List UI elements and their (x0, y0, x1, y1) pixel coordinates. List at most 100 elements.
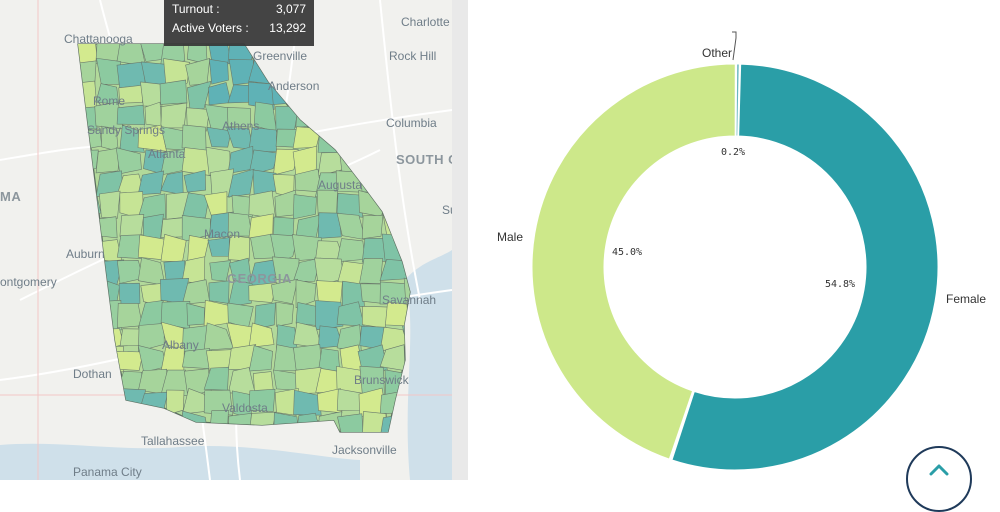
county-polygon[interactable] (227, 107, 252, 128)
donut-slice-other[interactable] (735, 63, 740, 137)
county-polygon[interactable] (336, 238, 366, 263)
county-polygon[interactable] (248, 81, 275, 110)
county-polygon[interactable] (316, 280, 343, 305)
county-polygon[interactable] (271, 278, 299, 305)
county-polygon[interactable] (227, 234, 250, 262)
county-polygon[interactable] (159, 79, 188, 105)
state-label: MA (0, 189, 21, 204)
city-label: Columbia (386, 116, 437, 130)
county-polygon[interactable] (137, 193, 167, 219)
donut-percent-label: 54.8% (825, 279, 855, 290)
gender-donut-chart: 54.8% 45.0% 0.2% Female Male Other (497, 31, 986, 471)
county-polygon[interactable] (119, 214, 145, 237)
county-polygon[interactable] (362, 305, 389, 329)
county-polygon[interactable] (253, 371, 274, 393)
county-map[interactable]: Chattanooga Charlotte Greenville Rock Hi… (0, 0, 452, 480)
county-polygon[interactable] (275, 301, 294, 327)
city-label: Auburn (66, 247, 105, 261)
city-label: Athens (222, 119, 259, 133)
county-polygon[interactable] (116, 104, 146, 126)
county-polygon[interactable] (274, 388, 299, 416)
county-polygon[interactable] (294, 367, 322, 395)
county-polygon[interactable] (116, 351, 144, 371)
county-polygon[interactable] (292, 194, 317, 220)
city-label: Panama City (73, 465, 142, 479)
city-label: Macon (204, 227, 240, 241)
county-polygon[interactable] (140, 61, 168, 86)
county-polygon[interactable] (181, 124, 207, 152)
county-polygon[interactable] (203, 389, 233, 416)
county-polygon[interactable] (317, 212, 342, 239)
state-label: GEORGIA (227, 271, 292, 286)
city-label: Dothan (73, 367, 112, 381)
county-polygon[interactable] (403, 277, 430, 303)
county-polygon[interactable] (208, 211, 234, 239)
county-polygon[interactable] (293, 344, 323, 371)
donut-percent-label: 45.0% (612, 247, 642, 258)
county-polygon[interactable] (115, 147, 142, 175)
scroll-to-top-button[interactable] (906, 446, 972, 512)
county-polygon[interactable] (270, 233, 299, 265)
county-polygon[interactable] (295, 279, 317, 309)
map-canvas[interactable]: Chattanooga Charlotte Greenville Rock Hi… (0, 0, 452, 480)
county-polygon[interactable] (186, 107, 210, 132)
active-voters-value: 13,292 (269, 21, 306, 35)
city-labels: Chattanooga Charlotte Greenville Rock Hi… (0, 15, 452, 479)
state-label: SOUTH C (396, 152, 452, 167)
city-label: Chattanooga (64, 32, 133, 46)
county-polygon[interactable] (248, 322, 275, 348)
city-label: Anderson (268, 79, 319, 93)
county-polygon[interactable] (362, 411, 387, 437)
county-polygon[interactable] (206, 126, 232, 148)
county-polygon[interactable] (187, 80, 212, 110)
county-polygon[interactable] (292, 257, 321, 282)
county-polygon[interactable] (227, 280, 253, 307)
county-polygon[interactable] (248, 345, 273, 372)
county-polygon[interactable] (248, 388, 276, 412)
county-polygon[interactable] (138, 323, 165, 352)
county-polygon[interactable] (137, 170, 165, 195)
county-polygon[interactable] (273, 148, 299, 176)
turnout-label: Turnout : (172, 2, 220, 16)
city-label: Su (442, 203, 452, 217)
county-polygon[interactable] (379, 281, 409, 305)
city-label: Albany (162, 338, 199, 352)
county-polygon[interactable] (315, 300, 344, 331)
city-label: Savannah (382, 293, 436, 307)
city-label: Augusta (318, 178, 362, 192)
city-label: Charlotte (401, 15, 450, 29)
county-polygon[interactable] (361, 215, 384, 239)
county-polygon[interactable] (248, 149, 279, 176)
county-polygon[interactable] (181, 192, 210, 219)
city-label: ontgomery (0, 275, 57, 289)
donut-slice-female[interactable] (671, 63, 939, 471)
city-label: Valdosta (222, 401, 268, 415)
county-polygon[interactable] (98, 190, 121, 219)
county-polygon[interactable] (163, 58, 191, 87)
county-polygon[interactable] (117, 303, 143, 329)
county-polygon[interactable] (118, 282, 141, 308)
county-polygon[interactable] (317, 388, 343, 414)
county-polygon[interactable] (95, 147, 121, 174)
county-polygon[interactable] (231, 194, 253, 219)
donut-slice-male[interactable] (531, 63, 736, 460)
city-label: Greenville (253, 49, 307, 63)
county-polygon[interactable] (95, 83, 120, 105)
county-polygon[interactable] (254, 302, 276, 330)
county-polygon[interactable] (209, 58, 229, 85)
county-polygon[interactable] (293, 389, 322, 416)
gulf-water (0, 443, 360, 480)
county-polygon[interactable] (183, 169, 206, 193)
city-label: Sandy Springs (87, 123, 165, 137)
county-polygon[interactable] (337, 413, 364, 440)
active-voters-row: Active Voters : 13,292 (172, 21, 306, 39)
city-label: Atlanta (148, 147, 186, 161)
county-polygon[interactable] (248, 282, 278, 303)
county-polygon[interactable] (118, 84, 145, 104)
gender-chart-panel: 54.8% 45.0% 0.2% Female Male Other (468, 0, 1000, 480)
county-tooltip: Turnout : 3,077 Active Voters : 13,292 (164, 0, 314, 46)
county-polygon[interactable] (227, 168, 255, 198)
county-polygon[interactable] (210, 168, 235, 198)
other-leader-line (732, 31, 737, 61)
donut-category-label: Female (946, 292, 986, 306)
